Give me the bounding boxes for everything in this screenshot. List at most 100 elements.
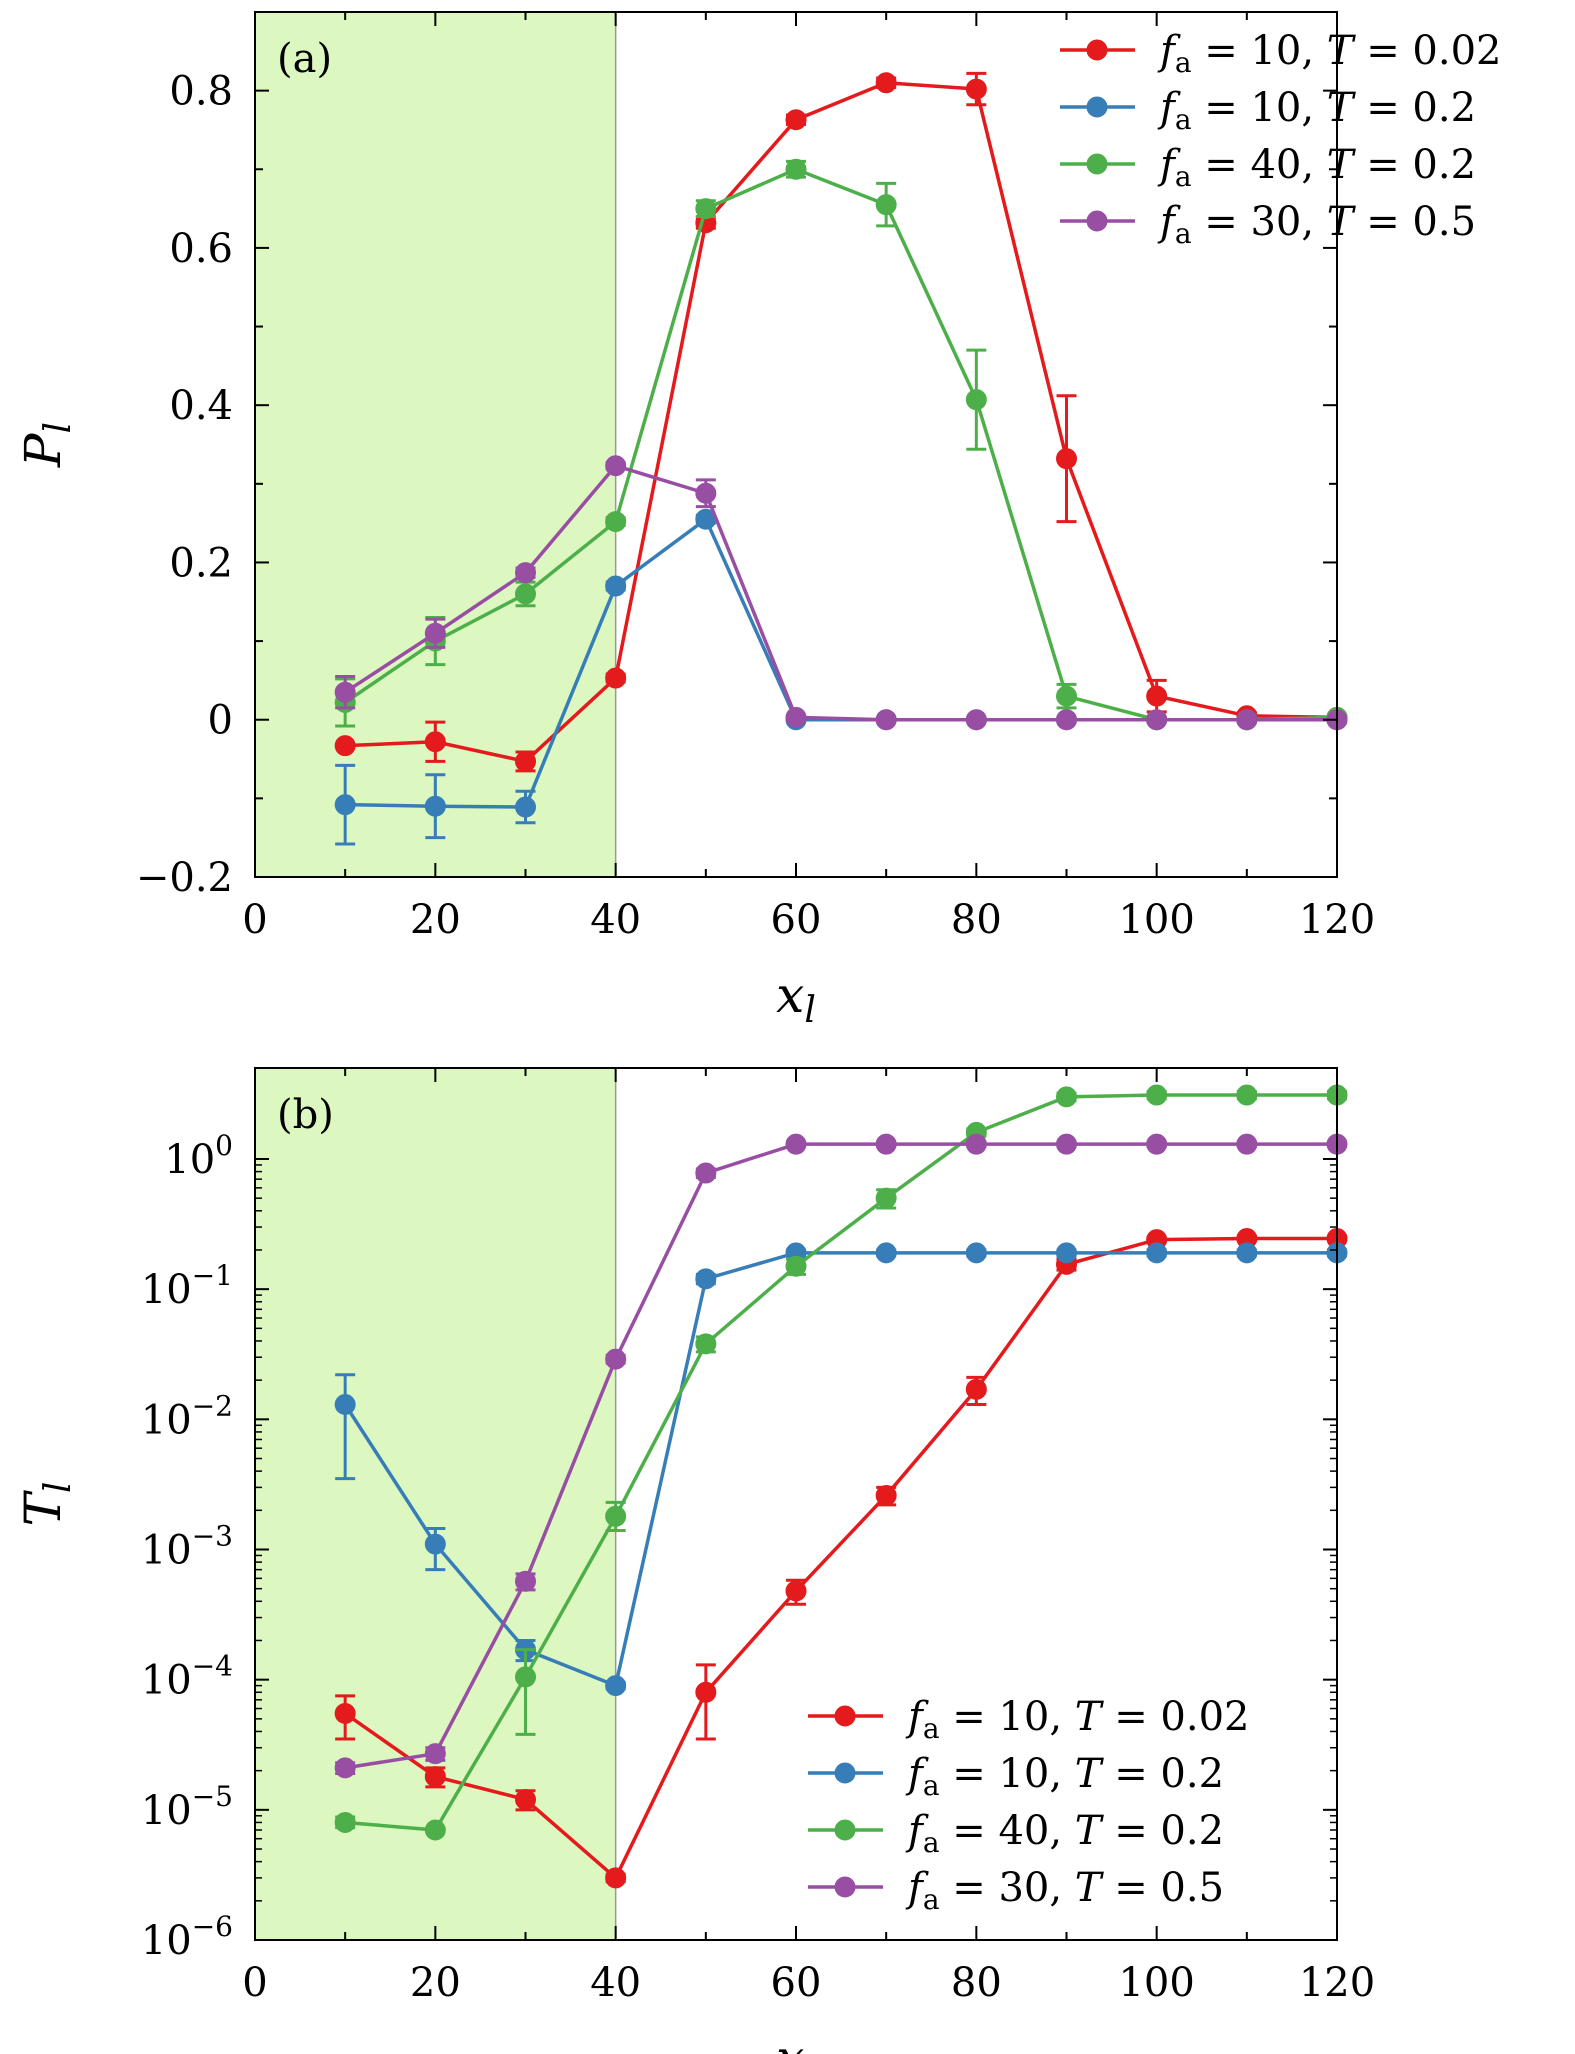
panel-b-point-2-10 [1236, 1084, 1258, 1106]
panel-b-ylabel: Tl [14, 1482, 79, 1527]
panel-a-point-0-6 [875, 72, 897, 94]
panel-b-shaded-region [255, 1068, 616, 1940]
panel-a-legend-text-2: fa = 40, T = 0.2 [1157, 142, 1476, 193]
panel-a-legend-marker-2 [1086, 153, 1108, 175]
panel-b-point-3-6 [875, 1133, 897, 1155]
panel-b-legend-marker-0 [834, 1705, 856, 1727]
panel-b-point-2-9 [1146, 1084, 1168, 1106]
panel-a-ytick-label-0: −0.2 [136, 855, 233, 901]
panel-b-point-3-3 [605, 1348, 627, 1370]
panel-a-point-3-5 [785, 706, 807, 728]
panel-a-ytick-label-4: 0.6 [169, 226, 233, 272]
panel-a-point-0-0 [334, 735, 356, 757]
panel-b-ytick-label-0: 100 [164, 1129, 233, 1183]
panel-a-series-0 [334, 71, 1348, 773]
panel-a-point-3-9 [1146, 709, 1168, 731]
panel-a-xtick-label-2: 40 [590, 897, 641, 943]
panel-a-point-3-1 [424, 622, 446, 644]
panel-b-point-1-9 [1146, 1242, 1168, 1264]
panel-a-legend: fa = 10, T = 0.02 fa = 10, T = 0.2 fa = 40… [1060, 28, 1502, 250]
panel-a-point-2-8 [1056, 685, 1077, 707]
panel-a-point-2-4 [695, 198, 717, 220]
panel-b-legend-marker-2 [834, 1819, 856, 1841]
panel-b-ytick-label-6: 10−6 [141, 1910, 233, 1964]
panel-a-legend-text-0: fa = 10, T = 0.02 [1157, 28, 1502, 79]
panel-b-point-1-0 [334, 1393, 356, 1415]
panel-b-point-0-3 [605, 1867, 627, 1889]
panel-a-ylabel: Pl [14, 422, 79, 468]
panel-b-series-line-0 [344, 1236, 1337, 1881]
panel-b-legend-marker-1 [834, 1762, 856, 1784]
panel-b-point-1-3 [605, 1675, 627, 1697]
panel-a-xtick-label-4: 80 [951, 897, 1002, 943]
panel-b-xtick-label-2: 40 [590, 1960, 641, 2006]
panel-b-xtick-label-3: 60 [771, 1960, 822, 2006]
panel-b-point-1-7 [965, 1242, 987, 1264]
panel-b-point-0-1 [424, 1766, 446, 1788]
panel-a-point-2-3 [605, 511, 627, 533]
panel-a-xtick-label-3: 60 [771, 897, 822, 943]
panel-a-series-line-3 [344, 463, 1337, 722]
panel-a-ytick-label-3: 0.4 [169, 383, 233, 429]
panel-a-point-3-7 [965, 709, 987, 731]
panel-b-series-line-2 [345, 1093, 1337, 1832]
panel-a-series-line-0 [345, 80, 1338, 764]
panel-b-point-1-4 [695, 1268, 717, 1290]
panel-a-xtick-label-6: 120 [1299, 897, 1375, 943]
panel-b-xlabel: xl [776, 2029, 816, 2054]
panel-a-xtick-label-1: 20 [410, 897, 461, 943]
panel-b-point-3-8 [1056, 1133, 1077, 1155]
panel-b-point-1-6 [875, 1242, 897, 1264]
panel-b-point-2-8 [1056, 1086, 1077, 1108]
panel-b-legend-text-3: fa = 30, T = 0.5 [905, 1865, 1224, 1916]
panel-a-point-2-5 [785, 158, 807, 180]
panel-a-point-3-2 [515, 562, 536, 584]
panel-b-legend-text-1: fa = 10, T = 0.2 [905, 1751, 1224, 1802]
panel-a-ytick-label-2: 0.2 [169, 540, 233, 586]
panel-b-series-3 [334, 1133, 1348, 1779]
panel-b-point-1-8 [1056, 1242, 1077, 1264]
panel-b-point-3-0 [334, 1757, 356, 1779]
panel-a-xlabel: xl [776, 966, 816, 1031]
panel-b-point-3-7 [965, 1133, 987, 1155]
panel-b-point-0-2 [515, 1789, 536, 1811]
panel-a-point-0-2 [515, 750, 536, 772]
panel-a-point-1-1 [424, 795, 446, 817]
panel-a-point-3-4 [695, 482, 717, 504]
panel-b-xtick-label-1: 20 [410, 1960, 461, 2006]
panel-b-series-line-3 [344, 1142, 1337, 1770]
panel-b-point-0-7 [965, 1378, 987, 1400]
panel-a-point-1-3 [605, 575, 627, 597]
panel-b-point-3-9 [1146, 1133, 1168, 1155]
panel-b-point-3-4 [695, 1162, 717, 1184]
panel-a-legend-marker-1 [1086, 96, 1108, 118]
panel-a-point-0-9 [1146, 685, 1168, 707]
panel-a-point-0-8 [1056, 448, 1077, 470]
panel-b-chart: 0 20 40 60 80 100 120 100 10−1 10−2 10−3 10−4 10−5 10… [14, 1067, 1375, 2054]
panel-b-series-line-1 [343, 1251, 1337, 1689]
panel-a-series-3 [334, 455, 1348, 731]
panel-b-point-2-0 [334, 1811, 356, 1833]
panel-a-point-1-2 [515, 796, 536, 818]
panel-b-point-1-1 [424, 1533, 446, 1555]
panel-a-point-2-6 [875, 194, 897, 216]
panel-b-legend-marker-3 [834, 1876, 856, 1898]
panel-a-legend-marker-3 [1086, 210, 1108, 232]
panel-a-panel-label: (a) [277, 36, 332, 82]
panel-b-point-1-10 [1236, 1242, 1258, 1264]
panel-b-ytick-label-4: 10−4 [141, 1650, 233, 1704]
panel-a-point-0-3 [605, 667, 627, 689]
panel-b-point-0-4 [695, 1681, 717, 1703]
panel-a-xtick-label-5: 100 [1118, 897, 1194, 943]
panel-a-point-3-3 [605, 455, 627, 477]
panel-b-point-0-6 [875, 1484, 897, 1506]
panel-b-point-0-0 [334, 1702, 356, 1724]
panel-b-point-2-6 [875, 1187, 897, 1209]
panel-b-point-2-3 [605, 1505, 627, 1527]
panel-b-ytick-label-3: 10−3 [141, 1519, 233, 1573]
panel-b-point-3-10 [1236, 1133, 1258, 1155]
panel-b-series-1 [334, 1242, 1348, 1697]
panel-b-point-0-5 [785, 1580, 807, 1602]
